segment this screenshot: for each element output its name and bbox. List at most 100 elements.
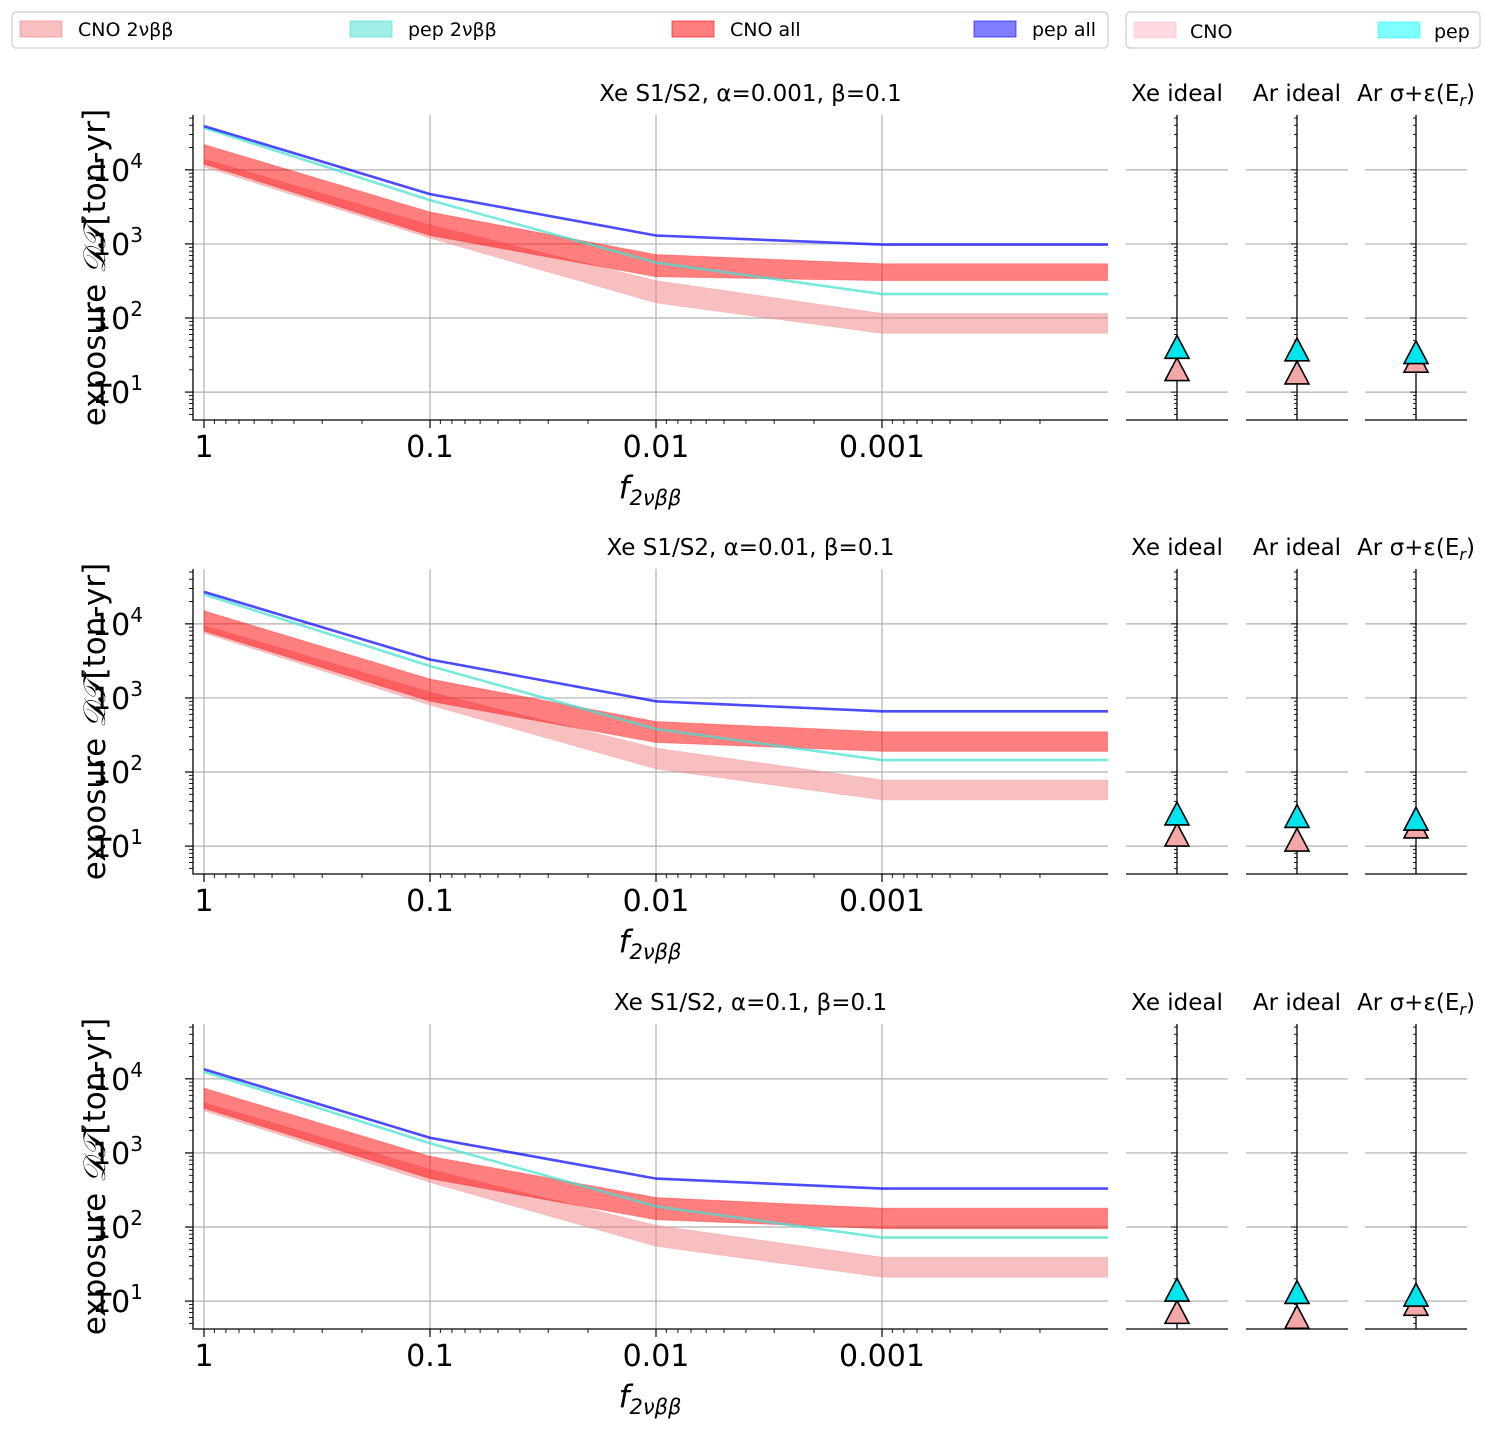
y-axis-label: exposure 𝒟𝒯[ton-yr] [77, 563, 113, 881]
marker-cno [1283, 1303, 1311, 1330]
y-tick-label-2: 103 [92, 677, 143, 717]
y-tick-base: 10 [92, 1063, 130, 1098]
side-title-prefix: Ar σ+ε(E [1357, 535, 1459, 561]
y-axis-label-prefix: exposure [77, 1183, 113, 1335]
side-panel-title: Xe ideal [1131, 81, 1223, 107]
y-axis-label-prefix: exposure [77, 728, 113, 880]
side-legend-box [1125, 11, 1481, 49]
side-panel-title: Ar ideal [1253, 535, 1341, 561]
y-tick-exp: 1 [130, 825, 143, 849]
series-line-2 [203, 1070, 1108, 1239]
x-tick-label-3: 0.001 [839, 430, 925, 465]
legend-item-1: pep 2νββ [349, 19, 497, 41]
marker-cno [1283, 359, 1311, 385]
marker-pep [1283, 336, 1311, 362]
y-tick-exp: 3 [130, 677, 143, 701]
y-tick-exp: 4 [130, 1058, 143, 1082]
legend-swatch-1 [349, 20, 393, 38]
side-panel-title: Ar σ+ε(Er) [1357, 81, 1475, 110]
legend-item-0: CNO 2νββ [19, 19, 173, 41]
side-panel-title: Xe ideal [1131, 535, 1223, 561]
side-title-suffix: ) [1466, 535, 1475, 561]
series-line-3 [203, 124, 1108, 246]
side-title-prefix: Ar σ+ε(E [1357, 81, 1459, 107]
panel-title: Xe S1/S2, α=0.01, β=0.1 [607, 535, 895, 561]
panel-title: Xe S1/S2, α=0.1, β=0.1 [614, 990, 887, 1016]
series-group [203, 590, 1108, 801]
side-panel-0: Xe ideal [1126, 990, 1228, 1330]
side-panel-title: Ar ideal [1253, 81, 1341, 107]
legend-swatch-3 [973, 20, 1017, 38]
side-title-sub: r [1459, 91, 1467, 110]
y-tick-label-1: 102 [92, 1206, 143, 1246]
side-legend-label-1: pep [1434, 21, 1470, 43]
x-tick-label-3: 0.001 [839, 884, 925, 919]
side-panel-0: Xe ideal [1126, 535, 1228, 875]
marker-cno [1163, 1298, 1191, 1325]
marker-pep [1163, 1276, 1191, 1302]
y-tick-label-0: 101 [92, 825, 143, 865]
y-axis-label-symbol: 𝒟𝒯 [77, 670, 113, 728]
y-tick-exp: 1 [130, 371, 143, 395]
y-tick-exp: 3 [130, 223, 143, 247]
y-tick-exp: 2 [130, 1206, 143, 1230]
side-panel-title: Ar ideal [1253, 990, 1341, 1016]
x-tick-label-0: 1 [194, 1339, 213, 1374]
y-tick-label-0: 101 [92, 371, 143, 411]
y-tick-base: 10 [92, 376, 130, 411]
y-tick-label-2: 103 [92, 1132, 143, 1172]
x-tick-label-2: 0.01 [623, 430, 690, 465]
side-panel-0: Xe ideal [1126, 81, 1228, 421]
x-ticks: 1 0.1 0.01 0.001 [194, 420, 1041, 465]
side-title-suffix: ) [1466, 990, 1475, 1016]
y-tick-base: 10 [92, 756, 130, 791]
main-legend-box [11, 11, 1109, 49]
series-line-2 [203, 593, 1108, 762]
marker-pep [1402, 1281, 1430, 1307]
marker-pep [1283, 802, 1311, 829]
axis-spines [192, 569, 1108, 875]
side-title-sub: r [1459, 1000, 1467, 1019]
legend-label-2: CNO all [730, 19, 801, 41]
y-tick-exp: 4 [130, 149, 143, 173]
x-axis-label-sub: 2νββ [630, 1395, 682, 1419]
x-tick-label-1: 0.1 [406, 884, 454, 919]
y-axis-label-suffix: [ton-yr] [77, 1018, 113, 1135]
side-legend-swatch-0 [1133, 21, 1177, 39]
marker-pep [1283, 1278, 1311, 1305]
y-tick-exp: 4 [130, 603, 143, 627]
axis-spines [192, 1024, 1108, 1330]
y-tick-exp: 1 [130, 1280, 143, 1304]
legend-item-2: CNO all [671, 19, 801, 41]
side-panel-2: Ar σ+ε(Er) [1357, 990, 1475, 1330]
series-line-3 [203, 1067, 1108, 1190]
y-tick-label-1: 102 [92, 297, 143, 337]
y-tick-base: 10 [92, 228, 130, 263]
y-tick-label-2: 103 [92, 223, 143, 263]
legend-swatch-2 [671, 20, 715, 38]
series-band-0 [203, 158, 1108, 334]
main-legend: CNO 2νββ pep 2νββ CNO all pep all [11, 11, 1109, 49]
side-panel-2: Ar σ+ε(Er) [1357, 535, 1475, 875]
y-tick-base: 10 [92, 608, 130, 643]
legend-label-1: pep 2νββ [408, 19, 497, 41]
x-axis-label: f2νββ [619, 1379, 682, 1419]
side-legend-swatch-1 [1377, 21, 1421, 39]
side-legend: CNO pep [1125, 11, 1481, 49]
marker-cno [1283, 826, 1311, 852]
side-legend-item-0: CNO [1133, 21, 1232, 43]
legend-swatch-0 [19, 20, 63, 38]
y-tick-label-3: 104 [92, 603, 143, 643]
y-axis-label-prefix: exposure [77, 274, 113, 426]
legend-label-0: CNO 2νββ [78, 19, 173, 41]
x-axis-label-sub: 2νββ [630, 940, 682, 964]
series-band-0 [203, 1101, 1108, 1278]
y-tick-exp: 2 [130, 297, 143, 321]
marker-cno [1163, 356, 1191, 382]
